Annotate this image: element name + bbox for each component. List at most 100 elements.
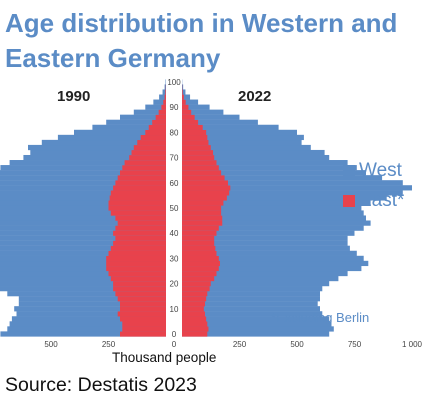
bar-2022-west-age-2 (182, 326, 334, 332)
bar-2022-west-age-16 (182, 291, 320, 297)
bar-2022-east-age-20 (182, 280, 211, 287)
bar-1990-west-age-6 (11, 316, 167, 322)
bar-1990-east-age-72 (131, 149, 166, 156)
bar-1990-west-age-62 (0, 175, 166, 181)
bar-1990-west-age-88 (133, 109, 166, 115)
bar-1990-west-age-80 (74, 129, 166, 136)
bar-2022-east-age-6 (182, 316, 207, 322)
bar-2022-west-age-8 (182, 311, 323, 317)
bar-1990-west-age-28 (0, 260, 166, 267)
bar-2022-east-age-24 (182, 270, 217, 277)
bar-1990-west-age-26 (0, 265, 167, 272)
bar-2022-east-age-0 (182, 331, 208, 337)
bar-1990-east-age-50 (108, 205, 166, 211)
source-text: Source: Destatis 2023 (5, 374, 197, 396)
bar-2022-west-age-18 (182, 286, 323, 292)
bar-1990-west-age-12 (18, 301, 166, 307)
bar-1990-east-age-96 (165, 89, 166, 95)
bar-2022-west-age-64 (182, 170, 366, 176)
bar-1990-east-age-16 (115, 291, 166, 297)
bar-2022-west-age-70 (182, 154, 330, 161)
bar-1990-west-age-18 (0, 286, 166, 292)
bar-1990-west-age-96 (162, 89, 166, 95)
bar-1990-east-age-0 (120, 331, 166, 337)
bar-1990-west-age-42 (0, 225, 166, 231)
bar-2022-east-age-92 (182, 99, 186, 105)
bar-2022-east-age-84 (182, 119, 199, 125)
bar-1990-west-age-94 (159, 94, 166, 100)
bar-1990-west-age-30 (0, 255, 167, 262)
y-tick-label-60: 60 (170, 179, 179, 188)
bar-2022-east-age-34 (182, 245, 216, 251)
x-tick-label-6: 250 (233, 340, 247, 349)
bar-1990-west-age-2 (7, 326, 166, 332)
bar-2022-west-age-96 (182, 89, 186, 95)
bar-2022-east-age-76 (182, 139, 209, 146)
bar-2022-east-age-10 (182, 306, 204, 312)
bar-1990-east-age-2 (122, 326, 166, 332)
bar-1990-east-age-62 (117, 175, 166, 181)
bar-1990-west-age-52 (0, 200, 167, 206)
bar-2022-east-age-46 (182, 215, 223, 221)
bar-1990-east-age-74 (133, 144, 166, 151)
bar-1990-east-age-66 (122, 165, 166, 171)
bar-2022-west-age-10 (182, 306, 320, 312)
bar-2022-east-age-54 (182, 195, 227, 201)
bar-2022-west-age-46 (182, 215, 366, 221)
bar-2022-west-age-12 (182, 301, 318, 307)
legend-label-west: West (359, 160, 402, 181)
bar-1990-west-age-40 (0, 230, 166, 236)
bar-1990-east-age-24 (108, 270, 166, 277)
bar-1990-west-age-54 (0, 195, 166, 201)
bar-2022-east-age-86 (182, 114, 195, 120)
bar-2022-east-age-36 (182, 240, 215, 246)
bar-1990-east-age-6 (120, 316, 166, 322)
y-tick-label-30: 30 (170, 254, 179, 263)
bar-1990-east-age-76 (137, 139, 166, 146)
y-tick-label-40: 40 (170, 229, 179, 238)
bar-1990-west-age-92 (153, 99, 166, 105)
legend: West East* (343, 158, 404, 218)
bar-2022-east-age-38 (182, 235, 215, 241)
footnote: *Excluding Berlin (271, 310, 370, 325)
bar-2022-east-age-42 (182, 225, 219, 231)
bar-2022-east-age-82 (182, 124, 203, 130)
bar-1990-east-age-92 (163, 99, 166, 105)
y-tick-label-10: 10 (170, 305, 179, 314)
bar-2022-east-age-64 (182, 170, 222, 176)
bar-1990-east-age-82 (148, 124, 166, 130)
bar-2022-east-age-70 (182, 154, 215, 161)
bar-1990-west-age-48 (0, 210, 167, 216)
bar-2022-west-age-98 (182, 84, 184, 90)
bar-1990-west-age-16 (7, 291, 166, 297)
bar-2022-east-age-32 (182, 250, 217, 256)
bar-2022-east-age-56 (182, 190, 230, 196)
chart-title: Age distribution in Western and Eastern … (5, 8, 398, 73)
bar-2022-west-age-60 (182, 180, 403, 186)
bar-2022-west-age-50 (182, 205, 362, 211)
y-tick-label-50: 50 (170, 204, 179, 213)
x-tick-label-5: 0 (172, 340, 177, 349)
bar-1990-west-age-20 (0, 280, 166, 287)
bar-2022-west-age-24 (182, 270, 348, 277)
bar-1990-east-age-84 (152, 119, 166, 125)
bar-2022-west-age-52 (182, 200, 371, 206)
bar-2022-east-age-30 (182, 255, 219, 262)
bar-1990-west-age-14 (18, 296, 166, 302)
bar-1990-east-age-26 (106, 265, 166, 272)
bar-2022-east-age-44 (182, 220, 223, 226)
bar-2022-west-age-58 (182, 185, 412, 191)
bar-1990-west-age-98 (164, 84, 166, 90)
bar-2022-east-age-62 (182, 175, 225, 181)
bar-1990-east-age-22 (110, 275, 166, 282)
bar-1990-west-age-90 (145, 104, 166, 110)
bar-2022-west-age-44 (182, 220, 371, 226)
bar-2022-west-age-90 (182, 104, 210, 110)
x-tick-label-2: 750 (0, 340, 1, 349)
bar-2022-west-age-6 (182, 316, 330, 322)
bar-2022-east-age-16 (182, 291, 208, 297)
bar-1990-west-age-72 (30, 149, 166, 156)
bar-1990-east-age-54 (109, 195, 166, 201)
bar-2022-west-age-4 (182, 321, 332, 327)
